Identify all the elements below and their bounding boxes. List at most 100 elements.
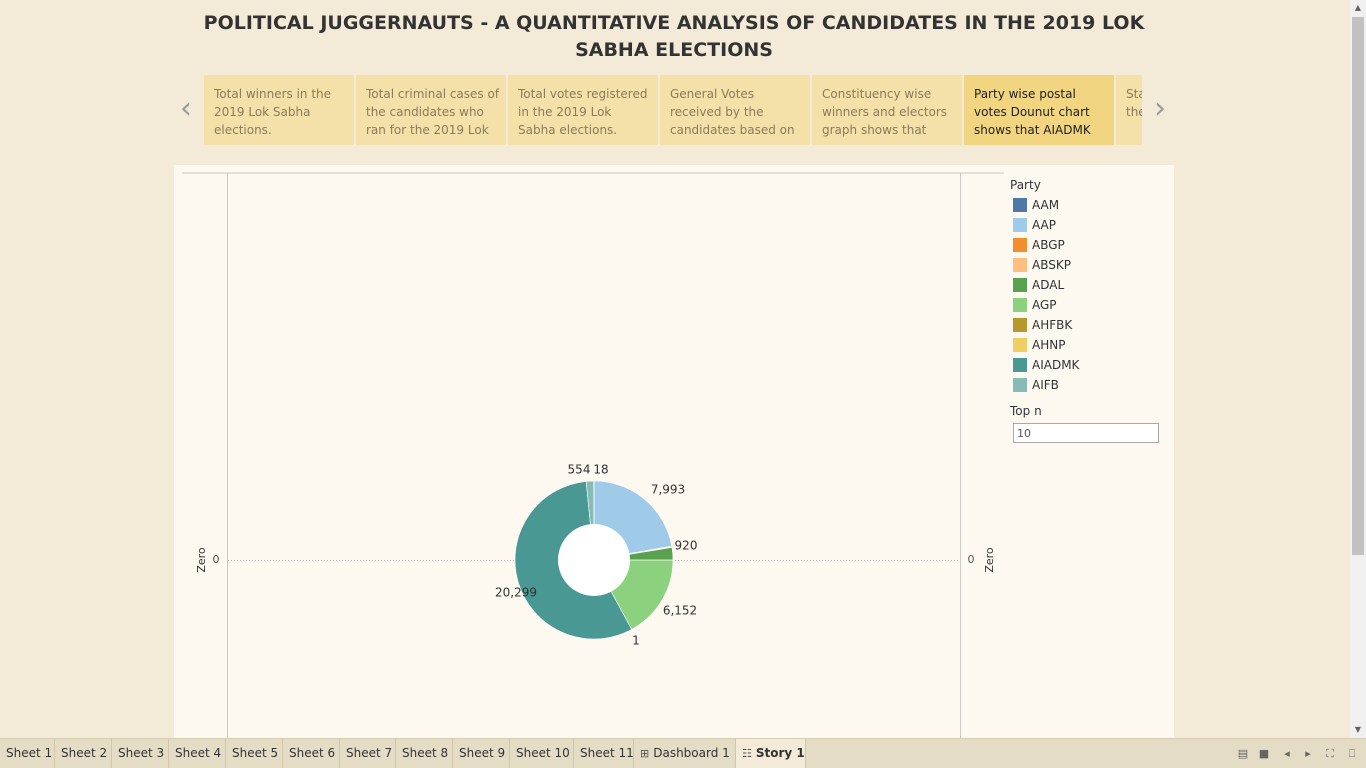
slice-label-aam: 18 xyxy=(593,463,608,477)
scroll-thumb[interactable] xyxy=(1352,17,1364,555)
scroll-up-icon[interactable]: ▲ xyxy=(1354,3,1362,12)
sheet-tab-story-1[interactable]: ☷ Story 1 xyxy=(736,739,806,768)
chevron-right-icon[interactable]: › xyxy=(1154,91,1166,126)
story-point-text: Total winners in the 2019 Lok Sabha elec… xyxy=(214,87,332,137)
story-panel: Zero 0 0 Zero 7,993 920 6,152 1 20,299 554 18 … xyxy=(174,165,1174,738)
legend-swatch xyxy=(1013,238,1027,252)
legend-label: AAP xyxy=(1032,218,1056,232)
legend-item-agp[interactable]: AGP xyxy=(1010,297,1170,317)
story-point-text: State wise trend of the xyxy=(1126,87,1142,119)
legend-label: AAM xyxy=(1032,198,1060,212)
sheet-tab-sheet-10[interactable]: Sheet 10 xyxy=(510,739,574,768)
top-n-title: Top n xyxy=(1010,404,1042,418)
legend-swatch xyxy=(1013,278,1027,292)
sheet-tab-sheet-11[interactable]: Sheet 11 xyxy=(574,739,634,768)
legend-label: ABGP xyxy=(1032,238,1065,252)
sheet-tab-sheet-9[interactable]: Sheet 9 xyxy=(453,739,510,768)
sheet-tab-sheet-8[interactable]: Sheet 8 xyxy=(396,739,453,768)
legend-swatch xyxy=(1013,258,1027,272)
sheet-tab-label: Story 1 xyxy=(755,746,805,760)
show-sheets-icon[interactable]: ▤ xyxy=(1237,747,1249,760)
presentation-icon[interactable]: ⎕ xyxy=(1348,747,1356,760)
sheet-tab-label: Dashboard 1 xyxy=(653,746,730,760)
sheet-tab-sheet-3[interactable]: Sheet 3 xyxy=(112,739,169,768)
sheet-tab-dashboard-1[interactable]: ⊞ Dashboard 1 xyxy=(634,739,736,768)
story-navigator: Total winners in the 2019 Lok Sabha elec… xyxy=(204,75,1142,145)
left-axis-title: Zero xyxy=(195,547,208,573)
story-point[interactable]: Constituency wise winners and electors g… xyxy=(812,75,962,145)
legend-item-aifb[interactable]: AIFB xyxy=(1010,377,1170,397)
sheet-tab-label: Sheet 2 xyxy=(61,746,108,760)
grid-icon: ⊞ xyxy=(640,747,650,760)
donut-hole xyxy=(558,524,630,596)
legend-title: Party xyxy=(1010,178,1041,192)
vertical-scrollbar[interactable]: ▲ ▼ xyxy=(1350,0,1366,738)
legend-items: AAM AAP ABGP ABSKP ADAL AGP AHFBK AHNP AIADMK AIF… xyxy=(1010,197,1170,397)
sheet-tab-sheet-5[interactable]: Sheet 5 xyxy=(226,739,283,768)
slice-label-adal: 920 xyxy=(675,539,698,553)
book-icon: ☷ xyxy=(742,747,752,760)
legend-swatch xyxy=(1013,358,1027,372)
fullscreen-icon[interactable]: ⛶ xyxy=(1326,747,1334,760)
sheet-tab-sheet-2[interactable]: Sheet 2 xyxy=(55,739,112,768)
legend-swatch xyxy=(1013,378,1027,392)
legend-item-abgp[interactable]: ABGP xyxy=(1010,237,1170,257)
previous-sheet-icon[interactable]: ◂ xyxy=(1284,747,1290,760)
sheet-tab-label: Sheet 4 xyxy=(175,746,222,760)
scroll-down-icon[interactable]: ▼ xyxy=(1354,725,1362,734)
legend-item-aiadmk[interactable]: AIADMK xyxy=(1010,357,1170,377)
donut-labels: 7,993 920 6,152 1 20,299 554 18 xyxy=(495,463,697,648)
right-axis-title: Zero xyxy=(983,547,996,573)
legend-item-aam[interactable]: AAM xyxy=(1010,197,1170,217)
page-title: POLITICAL JUGGERNAUTS - A QUANTITATIVE A… xyxy=(203,12,1145,61)
right-axis-tick: 0 xyxy=(968,553,975,566)
story-point-text: Total votes registered in the 2019 Lok S… xyxy=(518,87,648,137)
sheet-tab-sheet-6[interactable]: Sheet 6 xyxy=(283,739,340,768)
legend-item-aap[interactable]: AAP xyxy=(1010,217,1170,237)
legend-label: AHNP xyxy=(1032,338,1066,352)
legend-label: ADAL xyxy=(1032,278,1065,292)
story-point[interactable]: Total winners in the 2019 Lok Sabha elec… xyxy=(204,75,354,145)
left-axis-tick: 0 xyxy=(213,553,220,566)
legend-label: AGP xyxy=(1032,298,1057,312)
next-sheet-icon[interactable]: ▸ xyxy=(1305,747,1311,760)
slice-label-aap: 7,993 xyxy=(651,483,685,497)
legend-label: AHFBK xyxy=(1032,318,1073,332)
sheet-tab-label: Sheet 3 xyxy=(118,746,165,760)
slice-label-aifb: 554 xyxy=(568,463,591,477)
legend: Party AAM AAP ABGP ABSKP ADAL AGP AHFBK AHNP AIA… xyxy=(1010,177,1170,443)
sheet-tab-sheet-7[interactable]: Sheet 7 xyxy=(340,739,396,768)
sheet-tab-sheet-4[interactable]: Sheet 4 xyxy=(169,739,226,768)
story-point[interactable]: Total criminal cases of the candidates w… xyxy=(356,75,506,145)
sheet-tab-label: Sheet 7 xyxy=(346,746,393,760)
sheet-tab-label: Sheet 9 xyxy=(459,746,506,760)
story-point-active[interactable]: Party wise postal votes Dounut chart sho… xyxy=(964,75,1114,145)
legend-item-ahnp[interactable]: AHNP xyxy=(1010,337,1170,357)
legend-item-ahfbk[interactable]: AHFBK xyxy=(1010,317,1170,337)
sheet-tab-sheet-1[interactable]: Sheet 1 xyxy=(0,739,55,768)
slice-label-aiadmk: 20,299 xyxy=(495,586,537,600)
legend-swatch xyxy=(1013,338,1027,352)
slice-label-ahfbk: 1 xyxy=(632,634,640,648)
story-point-text: Constituency wise winners and electors g… xyxy=(822,87,948,137)
legend-swatch xyxy=(1013,298,1027,312)
story-point[interactable]: General Votes received by the candidates… xyxy=(660,75,810,145)
top-n-input[interactable] xyxy=(1013,423,1159,443)
legend-swatch xyxy=(1013,218,1027,232)
legend-item-abskp[interactable]: ABSKP xyxy=(1010,257,1170,277)
sheet-tab-label: Sheet 1 xyxy=(6,746,53,760)
sheet-tab-label: Sheet 10 xyxy=(516,746,570,760)
sheet-tab-label: Sheet 11 xyxy=(580,746,634,760)
story-point[interactable]: State wise trend of the xyxy=(1116,75,1142,145)
sheet-tab-label: Sheet 8 xyxy=(402,746,449,760)
legend-label: ABSKP xyxy=(1032,258,1071,272)
story-point-text: General Votes received by the candidates… xyxy=(670,87,795,137)
filmstrip-icon[interactable]: ■ xyxy=(1258,747,1270,760)
legend-swatch xyxy=(1013,318,1027,332)
story-point-text: Total criminal cases of the candidates w… xyxy=(366,87,500,137)
sheet-tab-bar: Sheet 1 Sheet 2 Sheet 3 Sheet 4 Sheet 5 Sheet… xyxy=(0,738,1366,768)
legend-item-adal[interactable]: ADAL xyxy=(1010,277,1170,297)
story-point[interactable]: Total votes registered in the 2019 Lok S… xyxy=(508,75,658,145)
donut-chart: Zero 0 0 Zero 7,993 920 6,152 1 20,299 554 18 xyxy=(182,172,1004,738)
chevron-left-icon[interactable]: ‹ xyxy=(180,91,192,126)
